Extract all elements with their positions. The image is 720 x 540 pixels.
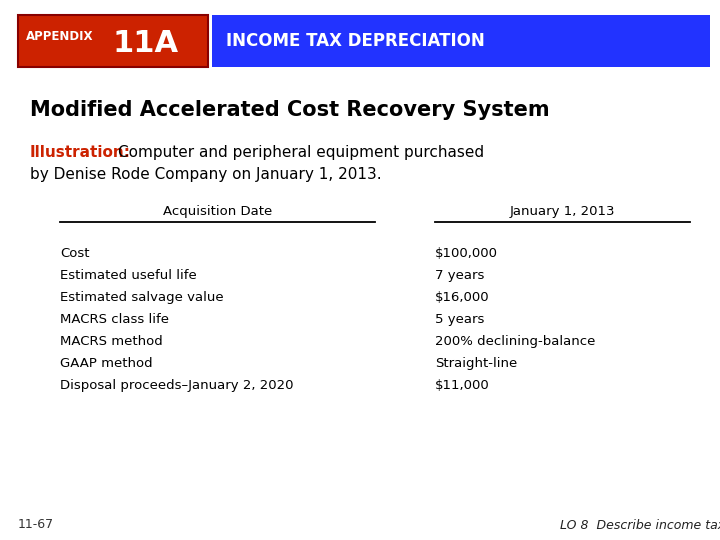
- Text: Disposal proceeds–January 2, 2020: Disposal proceeds–January 2, 2020: [60, 379, 294, 392]
- Text: Acquisition Date: Acquisition Date: [163, 205, 272, 218]
- Text: INCOME TAX DEPRECIATION: INCOME TAX DEPRECIATION: [226, 32, 485, 50]
- Text: $16,000: $16,000: [435, 291, 490, 304]
- Text: 7 years: 7 years: [435, 269, 485, 282]
- Text: Illustration:: Illustration:: [30, 145, 131, 160]
- Text: Modified Accelerated Cost Recovery System: Modified Accelerated Cost Recovery Syste…: [30, 100, 549, 120]
- Text: GAAP method: GAAP method: [60, 357, 153, 370]
- Text: MACRS method: MACRS method: [60, 335, 163, 348]
- Text: APPENDIX: APPENDIX: [26, 30, 94, 43]
- Text: $100,000: $100,000: [435, 247, 498, 260]
- Text: MACRS class life: MACRS class life: [60, 313, 169, 326]
- Text: LO 8  Describe income tax methods of depreciation.: LO 8 Describe income tax methods of depr…: [560, 518, 720, 531]
- Text: 11A: 11A: [113, 29, 179, 58]
- Text: 200% declining-balance: 200% declining-balance: [435, 335, 595, 348]
- Text: Straight-line: Straight-line: [435, 357, 517, 370]
- Text: 5 years: 5 years: [435, 313, 485, 326]
- FancyBboxPatch shape: [18, 15, 208, 67]
- Text: $11,000: $11,000: [435, 379, 490, 392]
- Text: Cost: Cost: [60, 247, 89, 260]
- Text: Estimated salvage value: Estimated salvage value: [60, 291, 224, 304]
- Text: Estimated useful life: Estimated useful life: [60, 269, 197, 282]
- Text: 11-67: 11-67: [18, 518, 54, 531]
- FancyBboxPatch shape: [212, 15, 710, 67]
- Text: January 1, 2013: January 1, 2013: [510, 205, 616, 218]
- Text: by Denise Rode Company on January 1, 2013.: by Denise Rode Company on January 1, 201…: [30, 167, 382, 182]
- Text: Computer and peripheral equipment purchased: Computer and peripheral equipment purcha…: [118, 145, 484, 160]
